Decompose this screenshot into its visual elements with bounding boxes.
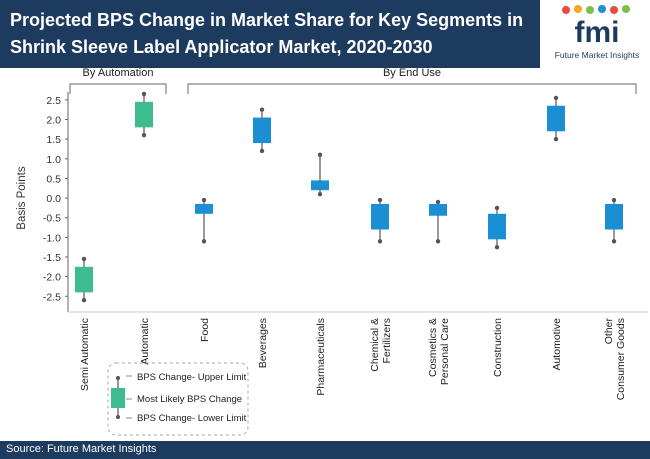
group-label: By End Use [383,67,441,79]
group-bracket [187,83,637,94]
x-tick-label: Beverages [257,318,269,368]
lower-limit-point [494,244,500,250]
y-tick-label: 0.0 [46,193,61,205]
upper-limit-point [611,197,617,203]
box-most-likely [135,101,153,128]
lower-limit-point [611,239,617,244]
x-tick-label: Personal Care [439,318,451,385]
logo-tagline: Future Market Insights [555,50,640,60]
y-tick-label: -1.0 [43,232,61,244]
y-tick-label: 0.5 [46,173,61,185]
lower-limit-point [259,148,265,154]
chart: 2.5 2.0 1.5 1.0 0.5 0.0 -0.5 -1.0 -1.5 -2.0 -2.5 Ba… [16,67,648,436]
y-tick-label: -1.5 [43,252,61,264]
x-tick-label: Cosmetics & [427,318,439,377]
upper-limit-point [553,95,559,101]
y-axis-label: Basis Points [16,166,28,230]
chart-title: Projected BPS Change in Market Share for… [10,10,524,57]
legend-upper-point [116,376,120,380]
y-tick-label: 1.0 [46,154,61,166]
logo-text: fmi [575,16,620,49]
source-note: Source: Future Market Insights [6,443,157,455]
legend-lower-point [116,415,120,419]
title-band: Projected BPS Change in Market Share for… [0,0,540,68]
box-most-likely [429,203,447,216]
y-tick-label: 2.0 [46,115,61,127]
legend-lower-label: BPS Change- Lower Limit [137,413,247,424]
legend: BPS Change- Upper Limit Most Likely BPS C… [107,362,249,436]
y-tick-label: -2.5 [43,291,61,303]
x-tick-label: Automotive [551,318,563,371]
group-bracket [69,83,167,94]
upper-limit-point [201,197,207,203]
lower-limit-point [81,298,87,303]
x-tick-label: Chemical & [369,318,381,372]
x-tick-label: Consumer Goods [615,318,627,400]
legend-box-label: Most Likely BPS Change [137,394,242,405]
box-most-likely [488,213,506,240]
box-most-likely [547,105,565,132]
lower-limit-point [377,239,383,244]
upper-limit-point [317,152,323,158]
box-most-likely [195,203,213,214]
lower-limit-point [141,133,147,138]
legend-box [111,388,125,408]
lower-limit-point [553,136,559,142]
y-tick-label: -2.0 [43,272,61,284]
y-tick-label: 2.5 [46,95,61,107]
y-tick-label: 1.5 [46,134,61,146]
y-tick-label: -0.5 [43,213,61,225]
x-tick-label: Automatic [139,318,151,365]
logo-dots [562,5,630,14]
x-tick-label: Construction [492,318,504,377]
box-most-likely [75,266,93,293]
upper-limit-point [141,91,147,97]
upper-limit-point [435,199,441,205]
group-label: By Automation [83,67,154,79]
x-tick-label: Semi Automatic [79,318,91,391]
lower-limit-point [317,191,323,197]
upper-limit-point [81,256,87,262]
lower-limit-point [435,239,441,244]
x-tick-label: Pharmaceuticals [315,318,327,396]
x-tick-label: Other [603,318,615,345]
fmi-logo: fmi Future Market Insights [555,5,640,60]
upper-limit-point [377,197,383,203]
legend-frame [107,362,249,436]
footer: Source: Future Market Insights [0,441,650,459]
upper-limit-point [259,107,265,112]
box-most-likely [311,180,329,191]
x-tick-label: Food [199,318,211,342]
header: Projected BPS Change in Market Share for… [0,0,650,68]
box-most-likely [253,117,271,144]
legend-upper-label: BPS Change- Upper Limit [137,372,247,383]
box-most-likely [605,203,623,230]
x-tick-label: Fertilizers [381,318,393,364]
lower-limit-point [201,239,207,244]
legend-connectors [126,375,132,419]
box-most-likely [371,203,389,230]
upper-limit-point [494,205,500,211]
